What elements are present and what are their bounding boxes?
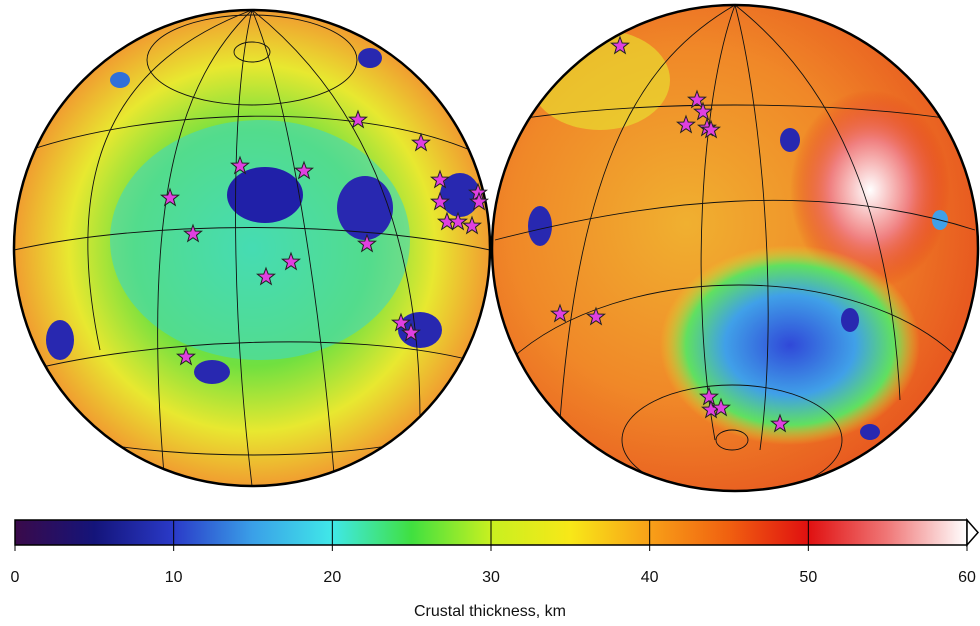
tick-label: 0: [11, 569, 20, 586]
tick-label: 20: [323, 569, 341, 586]
figure: 0 10 20 30 40 50 60 Crustal thickness, km: [0, 0, 980, 626]
tick-label: 40: [641, 569, 659, 586]
tick-label: 50: [799, 569, 817, 586]
colorbar: 0 10 20 30 40 50 60: [11, 520, 978, 586]
near-side-hemisphere: [14, 10, 554, 486]
tick-label: 60: [958, 569, 976, 586]
tick-label: 30: [482, 569, 500, 586]
tick-label: 10: [165, 569, 183, 586]
colorbar-label: Crustal thickness, km: [414, 603, 566, 620]
colorbar-overflow: [967, 520, 978, 545]
